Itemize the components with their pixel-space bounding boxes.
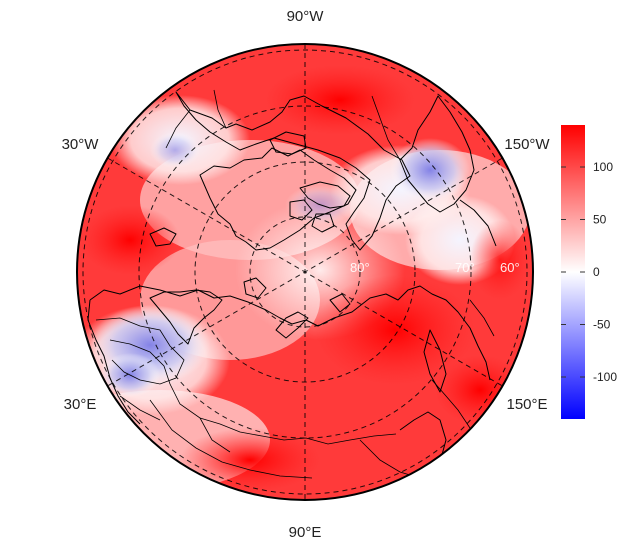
country-borders bbox=[371, 95, 401, 161]
country-borders bbox=[109, 339, 397, 445]
archipelago-coastline bbox=[289, 199, 313, 221]
aleutian-coastline bbox=[459, 199, 497, 247]
country-borders bbox=[199, 417, 231, 453]
latitude-circle-80 bbox=[249, 216, 361, 328]
latitude-label-60: 60° bbox=[500, 260, 520, 275]
colorbar-tick-label: -50 bbox=[593, 318, 611, 332]
kamchatka-coastline bbox=[423, 329, 447, 393]
colorbar-tick-label: -100 bbox=[593, 370, 617, 384]
iceland-coastline bbox=[149, 227, 177, 247]
colorbar: 100 50 0 -50 -100 bbox=[561, 125, 617, 419]
latitude-label-80: 80° bbox=[350, 260, 370, 275]
country-borders bbox=[469, 299, 495, 337]
coastlines bbox=[87, 89, 497, 479]
longitude-label-bottom: 90°E bbox=[289, 524, 322, 541]
archipelago-coastline bbox=[311, 213, 335, 233]
greenland-coastline bbox=[199, 147, 357, 251]
colorbar-tick-label: 100 bbox=[593, 160, 613, 174]
longitude-label-bottom-right: 150°E bbox=[506, 396, 547, 413]
country-borders bbox=[165, 109, 191, 149]
eurasia-coastline bbox=[87, 299, 141, 425]
scandinavia-coastline bbox=[149, 289, 223, 345]
longitude-label-top-left: 30°W bbox=[62, 136, 100, 153]
alaska-coastline bbox=[399, 95, 475, 213]
country-borders bbox=[95, 317, 185, 385]
colorbar-ticks: 100 50 0 -50 -100 bbox=[561, 160, 617, 384]
meridian-150 bbox=[107, 157, 503, 387]
east-asia-coastline bbox=[399, 411, 447, 463]
latitude-circle-60 bbox=[138, 105, 472, 439]
svalbard-coastline bbox=[243, 277, 267, 299]
longitude-label-top: 90°W bbox=[287, 8, 325, 25]
colorbar-tick-label: 0 bbox=[593, 265, 600, 279]
archipelago-coastline bbox=[299, 181, 351, 209]
novaya-zemlya-coastline bbox=[275, 311, 309, 339]
archipelago-coastline bbox=[269, 131, 307, 155]
longitude-label-bottom-left: 30°E bbox=[64, 396, 97, 413]
colorbar-tick-label: 50 bbox=[593, 213, 607, 227]
longitude-label-top-right: 150°W bbox=[504, 136, 550, 153]
severnaya-coastline bbox=[329, 293, 351, 313]
eurasia-coastline bbox=[89, 285, 491, 381]
graticule bbox=[82, 44, 528, 500]
north-america-coastline bbox=[175, 91, 411, 251]
latitude-circle-50 bbox=[82, 49, 528, 495]
country-borders bbox=[213, 89, 227, 129]
country-borders bbox=[431, 379, 471, 429]
country-borders bbox=[149, 399, 313, 479]
latitude-label-70: 70° bbox=[455, 260, 475, 275]
map-frame bbox=[76, 43, 534, 501]
country-borders bbox=[119, 395, 161, 421]
